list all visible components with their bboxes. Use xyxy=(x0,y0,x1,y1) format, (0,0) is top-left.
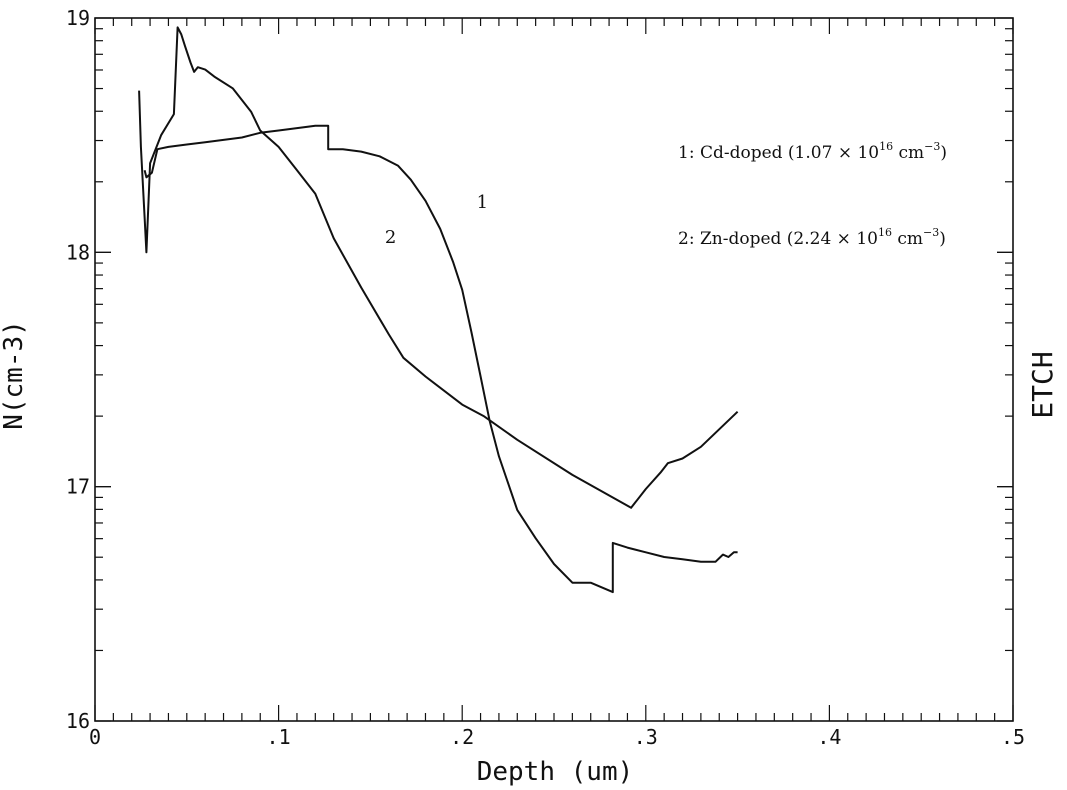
x-tick-label: .2 xyxy=(450,725,474,749)
legend-entry-2-close: ) xyxy=(939,229,946,249)
right-axis-label: ETCH xyxy=(1026,351,1059,418)
y-tick-label: 18 xyxy=(66,240,90,264)
x-tick-label: .4 xyxy=(817,725,841,749)
y-tick-label: 16 xyxy=(66,709,90,733)
legend-entry-2: 2: Zn-doped (2.24 × 1016 cm−3) xyxy=(678,226,946,249)
y-tick-label: 17 xyxy=(66,475,90,499)
legend-entry-2-unit: cm xyxy=(892,229,923,249)
curve-label-1: 1 xyxy=(477,192,488,213)
legend-entry-1-close: ) xyxy=(940,143,947,163)
x-tick-label: .1 xyxy=(267,725,291,749)
curve-label-2: 2 xyxy=(385,227,396,248)
legend-entry-1-unit-exp: −3 xyxy=(924,140,940,153)
x-tick-label: 0 xyxy=(89,725,101,749)
legend-entry-1-text: 1: Cd-doped (1.07 × 10 xyxy=(678,143,879,163)
series-line-1 xyxy=(143,124,738,594)
x-tick-label: .5 xyxy=(1001,725,1025,749)
legend-entry-2-unit-exp: −3 xyxy=(923,226,939,239)
x-axis-label: Depth (um) xyxy=(477,757,634,787)
y-tick-label: 19 xyxy=(66,6,90,30)
legend: 1: Cd-doped (1.07 × 1016 cm−3) 2: Zn-dop… xyxy=(678,140,947,249)
legend-entry-2-exp: 16 xyxy=(878,226,892,239)
x-tick-labels: 0 .1 .2 .3 .4 .5 xyxy=(89,725,1025,749)
annotations: 12 xyxy=(385,192,488,248)
legend-entry-2-text: 2: Zn-doped (2.24 × 10 xyxy=(678,229,878,249)
legend-entry-1-unit: cm xyxy=(893,143,924,163)
legend-entry-1-exp: 16 xyxy=(879,140,893,153)
axis-ticks xyxy=(94,17,1014,722)
y-tick-labels: 16 17 18 19 xyxy=(66,6,90,733)
series-group xyxy=(138,26,739,594)
y-axis-label: N(cm-3) xyxy=(0,320,29,430)
plot-frame xyxy=(94,17,1014,722)
series-line-2 xyxy=(138,26,739,509)
legend-entry-1: 1: Cd-doped (1.07 × 1016 cm−3) xyxy=(678,140,947,163)
x-tick-label: .3 xyxy=(634,725,658,749)
